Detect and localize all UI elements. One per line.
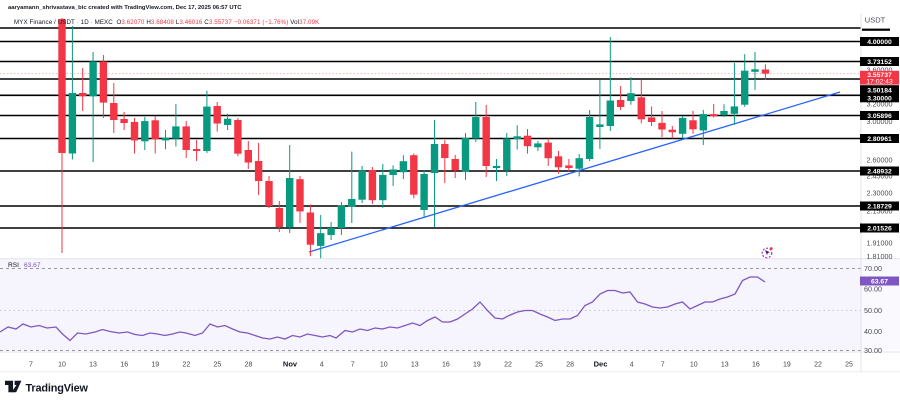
svg-text:60.00: 60.00	[864, 285, 882, 294]
svg-text:63.67: 63.67	[871, 278, 888, 285]
svg-text:30.00: 30.00	[864, 346, 882, 355]
svg-text:4.00000: 4.00000	[867, 39, 892, 46]
svg-text:13: 13	[411, 362, 419, 369]
svg-text:10: 10	[690, 362, 698, 369]
svg-text:3.50184: 3.50184	[867, 87, 892, 94]
svg-text:25: 25	[214, 362, 222, 369]
svg-text:7: 7	[661, 362, 665, 369]
svg-text:2.01526: 2.01526	[867, 226, 892, 233]
svg-text:1.91000: 1.91000	[867, 239, 893, 248]
svg-text:2.48932: 2.48932	[867, 169, 892, 176]
svg-text:TradingView: TradingView	[26, 382, 89, 394]
svg-text:25: 25	[535, 362, 543, 369]
svg-text:17:02:43: 17:02:43	[866, 79, 893, 86]
svg-text:USDT: USDT	[865, 16, 886, 25]
svg-text:Nov: Nov	[283, 360, 298, 369]
svg-text:3.00000: 3.00000	[867, 117, 893, 126]
svg-text:40.00: 40.00	[864, 327, 882, 336]
svg-text:10: 10	[58, 362, 66, 369]
svg-text:4: 4	[630, 362, 634, 369]
svg-text:3.05896: 3.05896	[867, 113, 892, 120]
svg-text:3.60000: 3.60000	[867, 66, 893, 75]
svg-text:19: 19	[151, 362, 159, 369]
svg-text:RSI: RSI	[8, 262, 19, 269]
svg-text:4: 4	[320, 362, 324, 369]
svg-text:Dec: Dec	[594, 360, 608, 369]
svg-text:7: 7	[351, 362, 355, 369]
svg-text:3.30000: 3.30000	[867, 95, 892, 102]
svg-text:3.20000: 3.20000	[867, 99, 893, 108]
svg-text:3.73152: 3.73152	[867, 59, 892, 66]
svg-text:MYX Finance / USDT · 1D · MEXC: MYX Finance / USDT · 1D · MEXC O3.62070 …	[14, 19, 320, 26]
svg-text:2.80961: 2.80961	[867, 136, 892, 143]
svg-text:50.00: 50.00	[864, 306, 882, 315]
svg-text:22: 22	[183, 362, 191, 369]
svg-text:2.60000: 2.60000	[867, 156, 893, 165]
svg-text:2.45000: 2.45000	[867, 171, 893, 180]
svg-text:13: 13	[721, 362, 729, 369]
svg-text:16: 16	[752, 362, 760, 369]
svg-text:10: 10	[380, 362, 388, 369]
svg-text:19: 19	[783, 362, 791, 369]
svg-text:3.55737: 3.55737	[867, 72, 892, 79]
svg-text:1.81000: 1.81000	[867, 252, 893, 261]
svg-text:70.00: 70.00	[864, 264, 882, 273]
svg-text:13: 13	[89, 362, 97, 369]
svg-text:22: 22	[504, 362, 512, 369]
svg-text:7: 7	[29, 362, 33, 369]
svg-text:2.18729: 2.18729	[867, 204, 892, 211]
svg-text:28: 28	[245, 362, 253, 369]
svg-text:63.67: 63.67	[24, 262, 41, 269]
svg-text:aaryamann_shrivastava_bic crea: aaryamann_shrivastava_bic created with T…	[8, 5, 242, 11]
svg-text:19: 19	[473, 362, 481, 369]
svg-text:2.30000: 2.30000	[867, 189, 893, 198]
svg-text:2.15000: 2.15000	[867, 207, 893, 216]
svg-text:25: 25	[845, 362, 853, 369]
svg-text:16: 16	[442, 362, 450, 369]
svg-text:28: 28	[566, 362, 574, 369]
svg-text:16: 16	[120, 362, 128, 369]
svg-text:22: 22	[814, 362, 822, 369]
